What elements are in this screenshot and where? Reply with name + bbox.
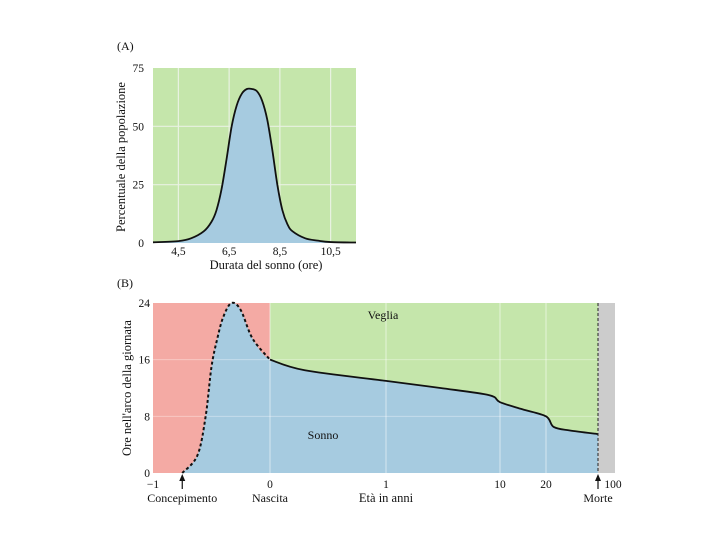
panel-a-x-tick-label: 10,5 [321,246,341,258]
panel-b-after-death-region [598,303,615,473]
panel-a-x-axis-title: Durata del sonno (ore) [210,258,323,272]
panel-b-x-ticks: −1 0 1 10 20 100 [147,479,622,491]
panel-b-y-axis-title: Ore nell'arco della giornata [120,320,134,456]
panel-a-x-ticks: 4,5 6,5 8,5 10,5 [171,246,341,258]
panel-b-sleep-area [182,302,598,473]
panel-a-y-tick-label: 75 [133,63,145,75]
panel-a-y-axis-title: Percentuale della popolazione [114,82,128,232]
panel-b-event-label: Concepimento [147,491,217,505]
panel-a: (A) 0 25 50 75 4,5 6,5 8,5 10,5 Durata del son… [114,39,357,272]
panel-b-x-tick-label: 1 [383,479,389,491]
panel-b-y-tick-label: 8 [144,411,150,423]
panel-a-y-tick-label: 50 [133,121,145,133]
panel-b-x-tick-label: −1 [147,479,159,491]
panel-a-x-tick-label: 8,5 [273,246,288,258]
panel-b-x-tick-label: 0 [267,479,273,491]
panel-a-y-tick-label: 25 [133,180,145,192]
panel-b-y-tick-label: 0 [144,468,150,480]
panel-b-sleep-label: Sonno [308,428,339,442]
panel-b-prenatal-sleep-line [181,301,271,474]
panel-b-x-tick-label: 100 [604,479,622,491]
panel-b-event-1: Nascita [252,491,289,505]
panel-b-events: Concepimento Nascita Morte [147,474,613,505]
panel-b-event-2: Morte [583,474,613,505]
panel-b-event-arrow-head [595,474,601,481]
panel-a-distribution-area [153,88,356,243]
panel-b-grid [153,303,598,473]
panel-b-x-tick-label: 10 [494,479,506,491]
panel-b-x-axis-title: Età in anni [359,491,414,505]
panel-b-y-ticks: 0 8 16 24 [139,298,151,480]
panel-a-x-tick-label: 4,5 [171,246,186,258]
panel-a-y-tick-label: 0 [138,238,144,250]
panel-b-event-label: Morte [583,491,612,505]
panel-b-sleep-line [269,358,599,435]
panel-b-event-0: Concepimento [147,474,217,505]
panel-a-y-ticks: 0 25 50 75 [133,63,145,250]
panel-b-event-arrow-head [179,474,186,481]
panel-b-x-tick-label: 20 [540,479,552,491]
panel-b-event-label: Nascita [252,491,289,505]
panel-a-label: (A) [117,39,134,53]
panel-a-distribution-line [152,87,357,244]
panel-b-wake-label: Veglia [368,308,399,322]
panel-a-x-tick-label: 6,5 [222,246,237,258]
panel-b-y-tick-label: 16 [139,355,151,367]
panel-b-y-tick-label: 24 [139,298,151,310]
panel-b-label: (B) [117,276,133,290]
